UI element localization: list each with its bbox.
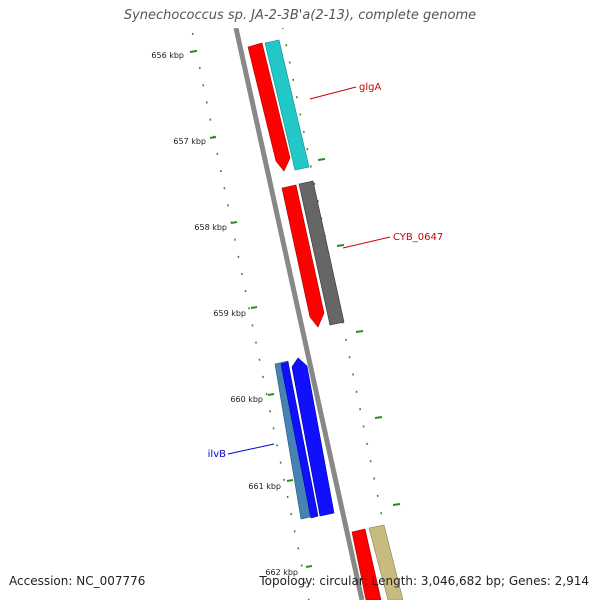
gene-label-ilvB[interactable]: ilvB — [208, 449, 226, 460]
inner-tick — [336, 244, 345, 247]
inner-tick — [317, 158, 326, 161]
tick-label-661: 661 kbp — [248, 482, 281, 491]
gene-CYB_0647-arrow[interactable] — [281, 184, 325, 328]
tick-label-662: 662 kbp — [265, 568, 298, 577]
tick-659: 659 kbp — [213, 306, 258, 318]
genome-summary: Topology: circular; Length: 3,046,682 bp… — [259, 574, 589, 588]
tick-658: 658 kbp — [194, 221, 238, 232]
gene-label-CYB_0647[interactable]: CYB_0647 — [393, 232, 443, 243]
gene-steel-block[interactable] — [274, 360, 311, 520]
ilvB-leader — [227, 443, 275, 455]
tick-label-660: 660 kbp — [230, 395, 263, 404]
gene-khaki-bottom[interactable] — [368, 524, 404, 600]
tick-657: 657 kbp — [173, 136, 217, 146]
gene-gray-block[interactable] — [298, 180, 345, 326]
glgA-leader — [309, 86, 357, 100]
gene-label-glgA[interactable]: glgA — [359, 82, 381, 93]
map-title: Synechococcus sp. JA-2-3B'a(2-13), compl… — [123, 8, 477, 23]
gene-glgA-arrow[interactable] — [247, 42, 291, 172]
tick-662: 662 kbp — [265, 565, 313, 577]
tick-label-657: 657 kbp — [173, 137, 206, 146]
genome-backbone — [233, 28, 365, 600]
gene-blue-line-1 — [280, 361, 319, 519]
tick-label-656: 656 kbp — [151, 51, 184, 60]
CYB_0647-leader — [342, 236, 391, 249]
inner-tick — [392, 503, 401, 506]
gene-red-bottom[interactable] — [351, 528, 382, 600]
tick-656: 656 kbp — [151, 50, 197, 60]
inner-tick — [374, 416, 383, 419]
gene-cyan-block[interactable] — [264, 39, 310, 171]
tick-661: 661 kbp — [248, 479, 294, 491]
accession-text: Accession: NC_007776 — [9, 574, 146, 588]
tick-label-659: 659 kbp — [213, 309, 246, 318]
inner-tick — [355, 330, 364, 333]
tick-label-658: 658 kbp — [194, 223, 227, 232]
tick-660: 660 kbp — [230, 393, 275, 404]
gene-ilvB-arrow[interactable] — [291, 357, 335, 517]
